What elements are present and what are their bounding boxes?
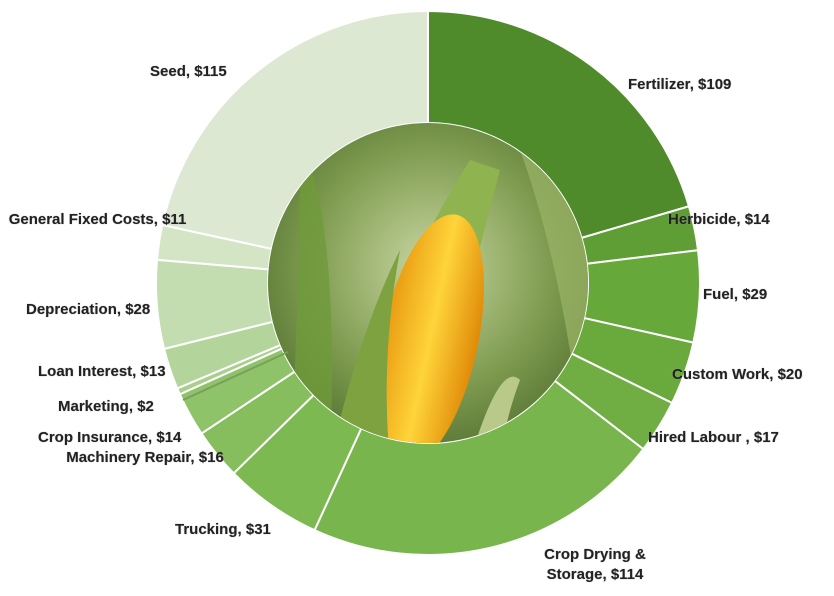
category-label: Fertilizer, <box>628 76 694 93</box>
value-label: $14 <box>156 429 182 446</box>
category-label: Crop Insurance, <box>38 429 153 446</box>
slice-label: Fuel, $29 <box>703 285 823 305</box>
category-label: Loan Interest, <box>38 363 137 380</box>
slice-label: Custom Work, $20 <box>672 365 832 385</box>
slice-label: Machinery Repair, $16 <box>60 448 230 468</box>
category-label: Trucking, <box>175 521 242 538</box>
slice-label: Marketing, $2 <box>58 397 208 417</box>
value-label: $17 <box>753 429 779 446</box>
slice-label: Crop Insurance, $14 <box>38 428 238 448</box>
slice-label: Fertilizer, $109 <box>628 75 828 95</box>
slice-label: Hired Labour , $17 <box>648 428 828 448</box>
slice <box>161 9 429 251</box>
category-label: Seed, <box>150 63 191 80</box>
category-label: Hired Labour , <box>648 429 750 446</box>
slice-label: Depreciation, $28 <box>26 300 226 320</box>
slice-label: General Fixed Costs, $11 <box>0 210 195 230</box>
slice-label: Seed, $115 <box>150 62 300 82</box>
value-label: $14 <box>744 211 770 228</box>
category-label: Depreciation, <box>26 301 122 318</box>
category-label: Crop Drying & Storage, <box>544 546 646 583</box>
value-label: $109 <box>698 76 732 93</box>
category-label: Fuel, <box>703 286 739 303</box>
value-label: $20 <box>777 366 803 383</box>
value-label: $29 <box>742 286 768 303</box>
value-label: $11 <box>162 211 187 228</box>
value-label: $114 <box>610 566 644 583</box>
value-label: $31 <box>245 521 271 538</box>
category-label: Machinery Repair, <box>66 449 195 466</box>
value-label: $28 <box>125 301 151 318</box>
category-label: Marketing, <box>58 398 134 415</box>
slice-label: Crop Drying & Storage, $114 <box>520 545 670 585</box>
value-label: $115 <box>194 63 227 80</box>
value-label: $13 <box>140 363 166 380</box>
slice-label: Loan Interest, $13 <box>38 362 238 382</box>
category-label: Custom Work, <box>672 366 774 383</box>
category-label: Herbicide, <box>668 211 741 228</box>
category-label: General Fixed Costs, <box>8 211 158 228</box>
slice-label: Trucking, $31 <box>175 520 315 540</box>
value-label: $16 <box>198 449 224 466</box>
value-label: $2 <box>137 398 154 415</box>
slice-label: Herbicide, $14 <box>668 210 828 230</box>
leader-line <box>182 351 289 401</box>
